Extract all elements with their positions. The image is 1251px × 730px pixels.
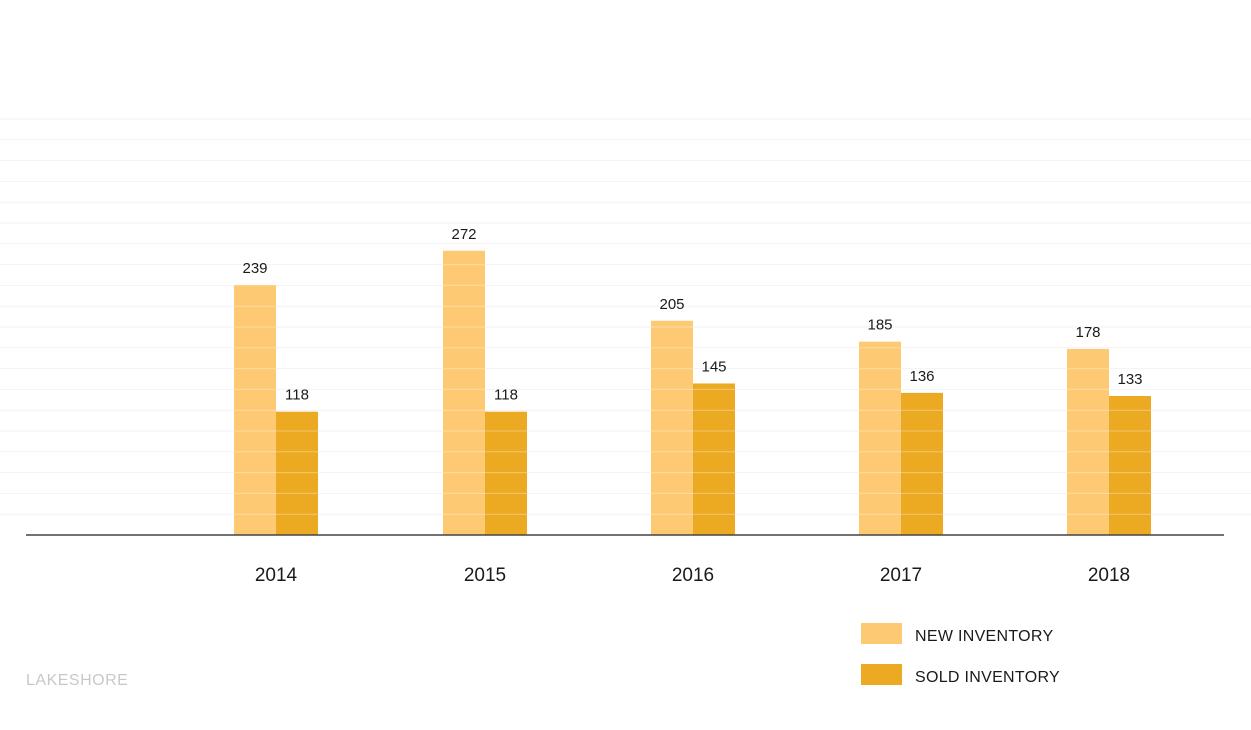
x-tick-2018: 2018 bbox=[1088, 565, 1130, 586]
bar-fill bbox=[485, 411, 527, 535]
x-tick-2015: 2015 bbox=[464, 565, 506, 586]
data-label-sold-2017: 136 bbox=[909, 368, 934, 385]
bar-fill bbox=[1067, 348, 1109, 535]
bar-new-2017 bbox=[859, 341, 901, 535]
bars bbox=[234, 250, 1151, 535]
legend-label: SOLD INVENTORY bbox=[915, 669, 1060, 686]
data-label-sold-2016: 145 bbox=[701, 358, 726, 375]
legend: NEW INVENTORY SOLD INVENTORY bbox=[861, 623, 1060, 686]
bar-fill bbox=[693, 383, 735, 535]
x-tick-2017: 2017 bbox=[880, 565, 922, 586]
bar-fill bbox=[276, 411, 318, 535]
bar-sold-2018 bbox=[1109, 396, 1151, 535]
bar-fill bbox=[234, 285, 276, 535]
bar-sold-2017 bbox=[901, 392, 943, 535]
bar-fill bbox=[859, 341, 901, 535]
data-label-new-2015: 272 bbox=[451, 226, 476, 243]
data-labels: 239 118 272 118 205 145 185 136 178 133 bbox=[242, 226, 1142, 404]
data-label-sold-2015: 118 bbox=[494, 387, 518, 404]
bar-fill bbox=[901, 392, 943, 535]
bar-sold-2014 bbox=[276, 411, 318, 535]
bar-fill bbox=[443, 250, 485, 535]
data-label-new-2018: 178 bbox=[1075, 324, 1100, 341]
data-label-sold-2018: 133 bbox=[1117, 371, 1142, 388]
data-label-new-2016: 205 bbox=[659, 296, 684, 313]
bar-new-2015 bbox=[443, 250, 485, 535]
legend-swatch bbox=[861, 664, 902, 685]
bar-sold-2015 bbox=[485, 411, 527, 535]
legend-swatch bbox=[861, 623, 902, 644]
legend-item-new: NEW INVENTORY bbox=[861, 623, 1053, 645]
legend-label: NEW INVENTORY bbox=[915, 628, 1053, 645]
bar-fill bbox=[651, 320, 693, 535]
bar-new-2018 bbox=[1067, 348, 1109, 535]
legend-item-sold: SOLD INVENTORY bbox=[861, 664, 1060, 686]
bar-new-2014 bbox=[234, 285, 276, 535]
bar-fill bbox=[1109, 396, 1151, 535]
gridlines bbox=[0, 118, 1251, 515]
x-tick-2014: 2014 bbox=[255, 565, 298, 586]
data-label-sold-2014: 118 bbox=[285, 387, 309, 404]
bar-new-2016 bbox=[651, 320, 693, 535]
data-label-new-2014: 239 bbox=[242, 260, 267, 277]
brand-watermark: LAKESHORE bbox=[26, 672, 128, 689]
x-tick-2016: 2016 bbox=[672, 565, 714, 586]
bar-sold-2016 bbox=[693, 383, 735, 535]
x-tick-labels: 2014 2015 2016 2017 2018 bbox=[255, 565, 1130, 586]
data-label-new-2017: 185 bbox=[867, 317, 892, 334]
